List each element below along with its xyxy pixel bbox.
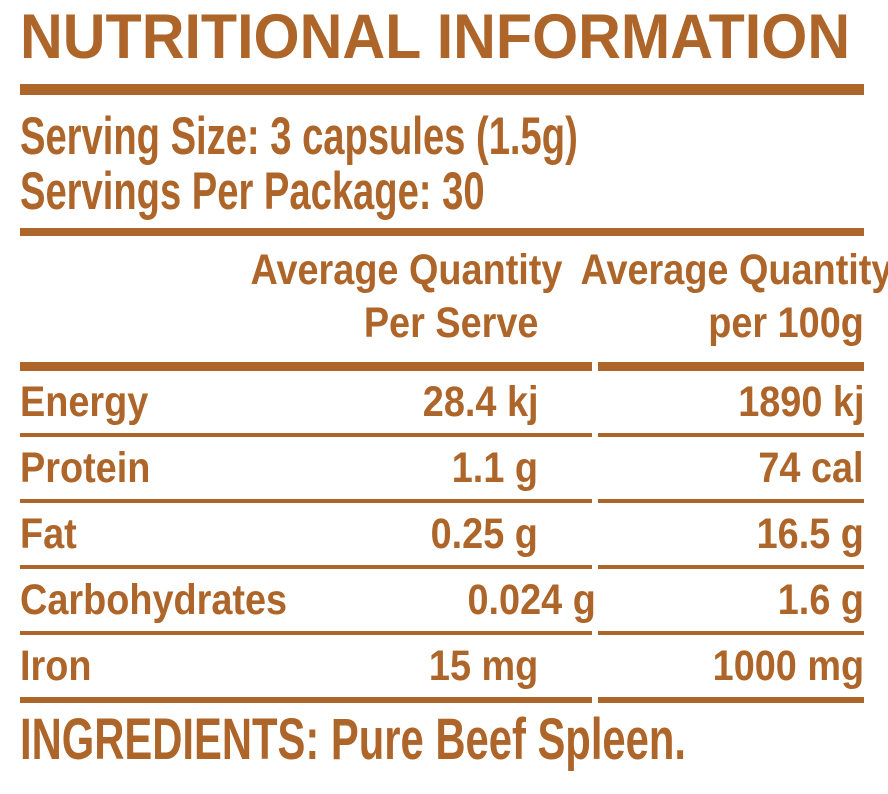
table-header-row: Average Quantity Per Serve Average Quant… xyxy=(20,244,888,350)
serving-info: Serving Size: 3 capsules (1.5g) Servings… xyxy=(20,109,864,219)
table-row-carbohydrates: Carbohydrates 0.024 g 1.6 g xyxy=(20,569,864,631)
nutrient-name: Iron xyxy=(20,641,92,690)
row-divider xyxy=(20,499,864,503)
serving-size-line: Serving Size: 3 capsules (1.5g) xyxy=(20,109,864,164)
table-row-protein: Protein 1.1 g 74 cal xyxy=(20,437,864,499)
page-title-text: NUTRITIONAL INFORMATION xyxy=(20,2,851,72)
value-per-serve: 15 mg xyxy=(428,641,538,690)
table-bottom-divider xyxy=(20,697,864,703)
value-per-100g: 16.5 g xyxy=(756,509,864,558)
table-row-iron: Iron 15 mg 1000 mg xyxy=(20,635,864,697)
title-divider xyxy=(20,84,864,95)
header-per-serve: Average Quantity Per Serve xyxy=(208,244,563,350)
header-per-100g-line1: Average Quantity xyxy=(580,246,888,294)
header-per-100g: Average Quantity per 100g xyxy=(538,244,888,350)
nutrient-name: Protein xyxy=(20,443,151,492)
servings-per-package-text: Servings Per Package: 30 xyxy=(20,162,485,221)
header-nutrient-column-spacer xyxy=(20,244,208,350)
servings-per-package-line: Servings Per Package: 30 xyxy=(20,164,864,219)
header-per-serve-line1: Average Quantity xyxy=(250,246,563,294)
header-per-100g-line2: per 100g xyxy=(708,299,864,347)
row-divider xyxy=(20,631,864,635)
nutrient-name: Fat xyxy=(20,509,77,558)
value-per-100g: 1.6 g xyxy=(777,575,864,624)
table-row-fat: Fat 0.25 g 16.5 g xyxy=(20,503,864,565)
value-per-serve: 1.1 g xyxy=(451,443,538,492)
serving-divider xyxy=(20,228,864,236)
ingredients-line: INGREDIENTS: Pure Beef Spleen. xyxy=(20,707,864,773)
header-per-serve-line2: Per Serve xyxy=(363,299,538,347)
ingredients-text: INGREDIENTS: Pure Beef Spleen. xyxy=(20,707,686,772)
value-per-serve: 0.024 g xyxy=(467,575,596,624)
value-per-serve: 28.4 kj xyxy=(422,377,538,426)
value-per-100g: 1890 kj xyxy=(737,377,864,426)
header-divider xyxy=(20,362,864,371)
page-title: NUTRITIONAL INFORMATION xyxy=(20,2,864,72)
nutrient-name: Energy xyxy=(20,377,149,426)
value-per-serve: 0.25 g xyxy=(430,509,538,558)
nutrient-name: Carbohydrates xyxy=(20,575,288,624)
value-per-100g: 1000 mg xyxy=(712,641,864,690)
table-row-energy: Energy 28.4 kj 1890 kj xyxy=(20,371,864,433)
serving-size-text: Serving Size: 3 capsules (1.5g) xyxy=(20,107,578,166)
row-divider xyxy=(20,565,864,569)
value-per-100g: 74 cal xyxy=(758,443,864,492)
row-divider xyxy=(20,433,864,437)
